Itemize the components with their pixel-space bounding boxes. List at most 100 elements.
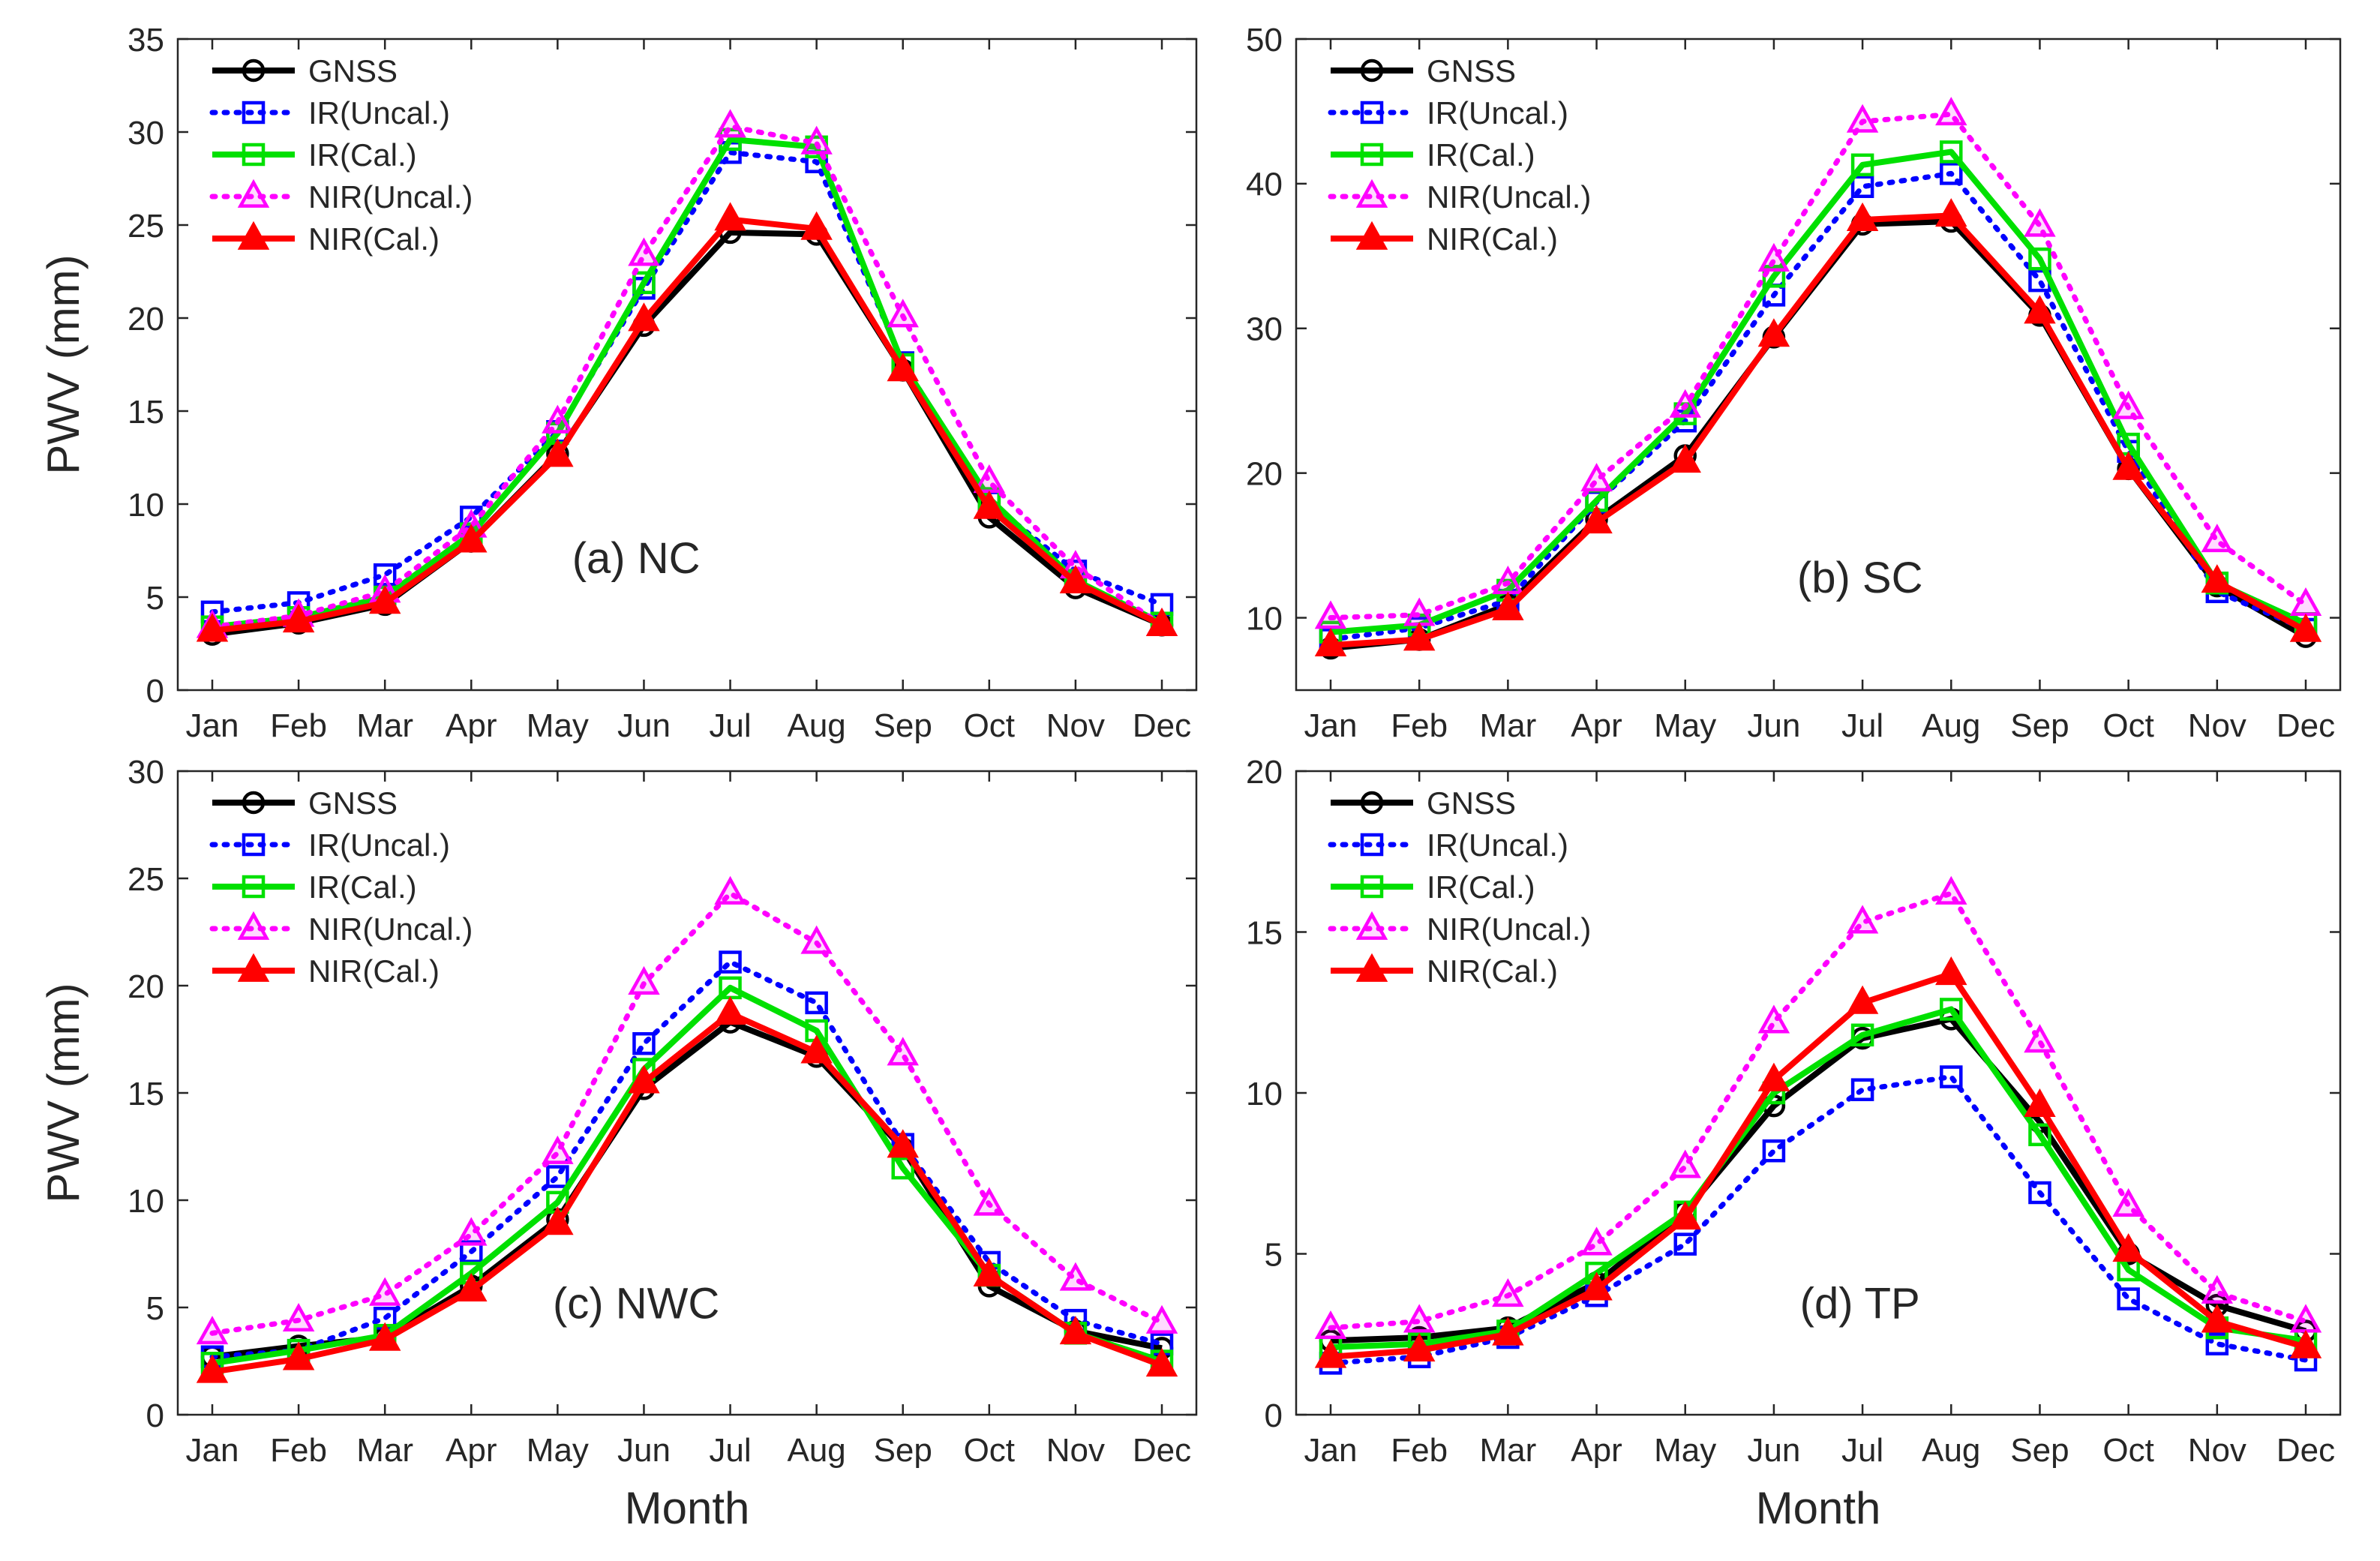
- panel-3-point-nir-cal-sep: [887, 1129, 919, 1158]
- panel-2-legend-label-nir-cal: NIR(Cal.): [1427, 221, 1558, 257]
- panel-2-xtick-label-feb: Feb: [1391, 707, 1448, 744]
- panel-1-legend-label-ir-cal: IR(Cal.): [308, 137, 417, 173]
- panel-4-point-nir-uncal-aug: [1935, 875, 1967, 905]
- panel-1-point-nir-cal-dec: [1145, 607, 1178, 637]
- panel-4-point-nir-cal-jun: [1757, 1062, 1790, 1091]
- panel-1-point-nir-uncal-aug: [800, 125, 833, 155]
- panel-3-ytick-label: 25: [128, 861, 164, 898]
- panel-4-series-nir-cal: [1314, 956, 2322, 1368]
- panel-4-legend-marker-ir-cal: [1360, 875, 1384, 899]
- panel-1-xtick-label-jun: Jun: [617, 707, 671, 744]
- panel-4-xtick-label-jul: Jul: [1841, 1432, 1883, 1469]
- panel-1-legend-marker-nir-cal: [237, 221, 270, 250]
- panel-1-xtick-label-sep: Sep: [874, 707, 932, 744]
- panel-1-ylabel: PWV (mm): [38, 254, 89, 474]
- panel-4-legend-label-ir-uncal: IR(Uncal.): [1427, 827, 1568, 863]
- panel-2-legend-marker-nir-uncal: [1355, 179, 1388, 208]
- panel-3-legend-marker-gnss: [242, 791, 266, 815]
- panel-1-legend-marker-ir-uncal: [242, 101, 266, 125]
- panel-4-point-nir-uncal-feb: [1403, 1304, 1436, 1333]
- panel-1-point-nir-cal-oct: [973, 490, 1006, 519]
- panel-2-point-nir-cal-nov: [2201, 564, 2234, 593]
- panel-1-legend-label-ir-uncal: IR(Uncal.): [308, 95, 450, 131]
- panel-3-legend-marker-ir-cal: [242, 875, 266, 899]
- panel-1-legend-label-gnss: GNSS: [308, 53, 398, 89]
- panel-3-point-ir-uncal-jul: [719, 950, 742, 974]
- panel-2-xtick-label-jan: Jan: [1304, 707, 1358, 744]
- panel-2-line-ir-uncal: [1328, 170, 2309, 642]
- panel-4-ytick-label: 20: [1246, 754, 1283, 791]
- panel-4-point-nir-uncal-apr: [1580, 1226, 1613, 1256]
- panel-2-xtick-label-nov: Nov: [2188, 707, 2246, 744]
- panel-3-xtick-label-apr: Apr: [446, 1432, 497, 1469]
- panel-3-legend: GNSS IR(Uncal.) IR(Cal.) NIR(Uncal.) NIR(Cal…: [209, 785, 473, 989]
- panel-3-point-nir-cal-dec: [1145, 1348, 1178, 1377]
- panel-3-point-nir-uncal-may: [542, 1135, 574, 1164]
- panel-2-series-nir-cal: [1314, 198, 2322, 657]
- panel-1-legend-label-nir-uncal: NIR(Uncal.): [308, 179, 473, 215]
- panel-4-point-nir-cal-sep: [2024, 1088, 2056, 1118]
- panel-1-point-nir-cal-jan: [196, 613, 229, 642]
- panel-4-xtick-label-nov: Nov: [2188, 1432, 2246, 1469]
- panel-2-point-nir-cal-apr: [1580, 505, 1613, 534]
- panel-4-point-nir-cal-apr: [1580, 1271, 1613, 1301]
- panel-3-point-ir-uncal-may: [546, 1165, 569, 1188]
- panel-4-legend-marker-nir-uncal: [1355, 911, 1388, 940]
- panel-2-point-nir-cal-sep: [2024, 295, 2056, 324]
- panel-2-line-nir-uncal: [1328, 111, 2309, 621]
- panel-1-point-nir-cal-apr: [455, 524, 488, 553]
- panel-4-legend-label-ir-cal: IR(Cal.): [1427, 869, 1535, 905]
- panel-3-point-nir-cal-may: [542, 1206, 574, 1235]
- panel-2-point-nir-cal-dec: [2289, 613, 2322, 642]
- panel-2-ytick-label: 50: [1246, 22, 1283, 59]
- panel-3-line-ir-uncal: [209, 959, 1165, 1360]
- panel-3-xtick-label-jul: Jul: [709, 1432, 751, 1469]
- panel-2-line-ir-cal: [1330, 149, 2307, 635]
- panel-4-point-nir-uncal-sep: [2024, 1024, 2056, 1053]
- panel-1-point-nir-uncal-may: [542, 404, 574, 434]
- panel-1-ytick-label: 0: [146, 673, 164, 710]
- panel-4-point-nir-uncal-mar: [1492, 1278, 1524, 1307]
- panel-2-legend-label-ir-cal: IR(Cal.): [1427, 137, 1535, 173]
- panel-1-legend: GNSS IR(Uncal.) IR(Cal.) NIR(Uncal.) NIR(Cal…: [209, 53, 473, 257]
- panel-3-point-nir-cal-oct: [973, 1257, 1006, 1286]
- panel-4-xtick-label-dec: Dec: [2276, 1432, 2335, 1469]
- panel-4-point-ir-uncal-may: [1673, 1232, 1697, 1256]
- panel-4-ytick-label: 5: [1265, 1236, 1283, 1273]
- panel-1-ytick-label: 5: [146, 580, 164, 617]
- panel-1-legend-marker-ir-cal: [242, 143, 266, 167]
- panel-2-point-nir-uncal-apr: [1580, 463, 1613, 492]
- panel-1-ytick-label: 35: [128, 22, 164, 59]
- panel-1-point-nir-uncal-sep: [887, 299, 919, 328]
- panel-1-point-nir-cal-sep: [887, 353, 919, 382]
- panel-2-xtick-label-may: May: [1654, 707, 1716, 744]
- panel-2-legend-marker-ir-cal: [1360, 143, 1384, 167]
- panel-3-title: (c) NWC: [553, 1279, 719, 1328]
- panel-2-ytick-label: 10: [1246, 600, 1283, 637]
- panel-1-point-nir-cal-may: [542, 438, 574, 467]
- panel-4-xtick-label-oct: Oct: [2102, 1432, 2153, 1469]
- panel-2-xtick-label-mar: Mar: [1479, 707, 1536, 744]
- panel-3-point-nir-cal-feb: [282, 1341, 315, 1370]
- panel-2-title: (b) SC: [1797, 554, 1923, 602]
- panel-4-point-ir-uncal-nov: [2205, 1332, 2229, 1355]
- panel-1-point-nir-uncal-jul: [714, 109, 746, 138]
- panel-1-xtick-label-feb: Feb: [270, 707, 327, 744]
- panel-4-point-nir-cal-jan: [1314, 1339, 1347, 1368]
- panel-1-point-nir-cal-feb: [282, 604, 315, 633]
- panel-4-legend-label-nir-cal: NIR(Cal.): [1427, 953, 1558, 989]
- panel-1-point-ir-cal-jun: [632, 271, 656, 295]
- panel-1-point-nir-cal-mar: [368, 585, 401, 614]
- panel-3-legend-marker-nir-uncal: [237, 911, 270, 940]
- panel-3-legend-label-nir-cal: NIR(Cal.): [308, 953, 440, 989]
- panel-3-point-nir-cal-apr: [455, 1272, 488, 1301]
- panel-4-point-nir-uncal-nov: [2201, 1274, 2234, 1304]
- panel-3-point-nir-cal-aug: [800, 1034, 833, 1064]
- panel-1-ytick-label: 25: [128, 208, 164, 245]
- panel-3-xtick-label-jun: Jun: [617, 1432, 671, 1469]
- panel-2-point-nir-cal-jan: [1314, 627, 1347, 657]
- panel-4-legend-marker-nir-cal: [1355, 953, 1388, 982]
- panel-4-legend-label-gnss: GNSS: [1427, 785, 1516, 821]
